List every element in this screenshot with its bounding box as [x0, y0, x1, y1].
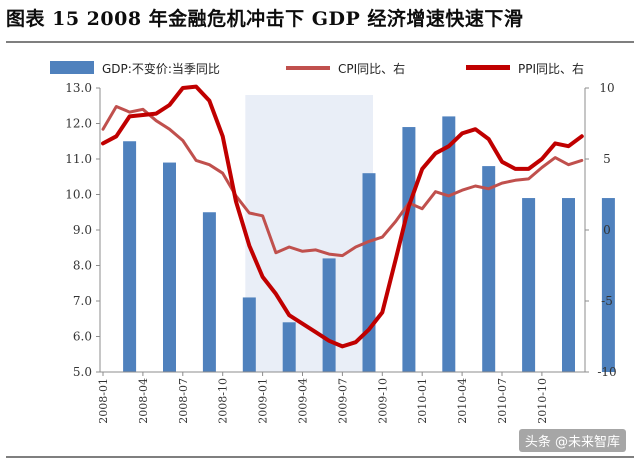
legend-swatch-cpi [286, 66, 330, 70]
x-tick-label: 2009-07 [336, 378, 349, 424]
left-tick-label: 5.0 [73, 365, 92, 379]
gdp-bar [282, 322, 296, 372]
x-tick-label: 2010-07 [496, 378, 509, 424]
right-tick-label: 0 [603, 223, 611, 237]
x-tick-label: 2010-04 [456, 378, 469, 424]
gdp-bars-layer [123, 116, 615, 373]
legend-label-cpi: CPI同比、右 [338, 62, 406, 76]
title-divider [6, 41, 634, 43]
legend-label-gdp: GDP:不变价:当季同比 [102, 62, 220, 76]
right-tick-label: -10 [597, 365, 616, 379]
left-tick-label: 11.0 [65, 152, 92, 166]
left-tick-label: 8.0 [73, 259, 92, 273]
right-tick-label: 5 [603, 152, 611, 166]
gdp-bar [402, 127, 416, 372]
x-tick-label: 2008-01 [97, 378, 110, 424]
chart-title: 图表 15 2008 年金融危机冲击下 GDP 经济增速快速下滑 [6, 8, 524, 30]
gdp-bar [242, 297, 256, 372]
watermark: 头条 @未来智库 [518, 429, 626, 452]
axes-layer: 5.0 6.0 7.0 8.0 9.0 10.0 11.0 12.0 13.0 -10 -5 0 5 10… [65, 81, 616, 424]
x-tick-label: 2009-01 [257, 378, 270, 424]
right-tick-label: 10 [599, 81, 614, 95]
gdp-bar [362, 173, 376, 372]
legend-swatch-gdp [50, 61, 94, 74]
gdp-bar [482, 166, 496, 372]
left-tick-label: 10.0 [65, 188, 92, 202]
gdp-bar [601, 198, 615, 372]
x-tick-label: 2008-10 [217, 378, 230, 424]
right-tick-label: -5 [601, 294, 613, 308]
bottom-divider [6, 456, 634, 458]
cpi-line [101, 105, 584, 258]
legend-item-gdp: GDP:不变价:当季同比 [48, 58, 278, 78]
gdp-bar [123, 141, 137, 372]
gdp-bar [163, 162, 176, 372]
gdp-bar [442, 116, 456, 373]
legend-item-cpi: CPI同比、右 [286, 58, 456, 78]
legend-label-ppi: PPI同比、右 [518, 62, 585, 76]
x-tick-label: 2009-04 [297, 378, 310, 424]
x-tick-label: 2009-10 [376, 378, 389, 424]
left-tick-label: 9.0 [73, 223, 92, 237]
gdp-bar [522, 198, 536, 372]
x-tick-label: 2010-01 [416, 378, 429, 424]
highlight-band-layer [245, 95, 373, 372]
x-tick-label: 2008-04 [137, 378, 150, 424]
ppi-line [101, 84, 584, 349]
gdp-bar [562, 198, 575, 372]
left-tick-label: 7.0 [73, 294, 92, 308]
highlight-band [245, 95, 373, 372]
lines-layer [101, 84, 584, 349]
x-tick-label: 2010-10 [536, 378, 549, 424]
left-tick-label: 6.0 [73, 330, 92, 344]
gdp-bar [322, 258, 336, 372]
gdp-bar [202, 212, 216, 372]
left-tick-label: 13.0 [65, 81, 92, 95]
legend-swatch-ppi [466, 65, 510, 70]
x-tick-label: 2008-07 [177, 378, 190, 424]
left-tick-label: 12.0 [65, 117, 92, 131]
legend-item-ppi: PPI同比、右 [466, 58, 636, 78]
